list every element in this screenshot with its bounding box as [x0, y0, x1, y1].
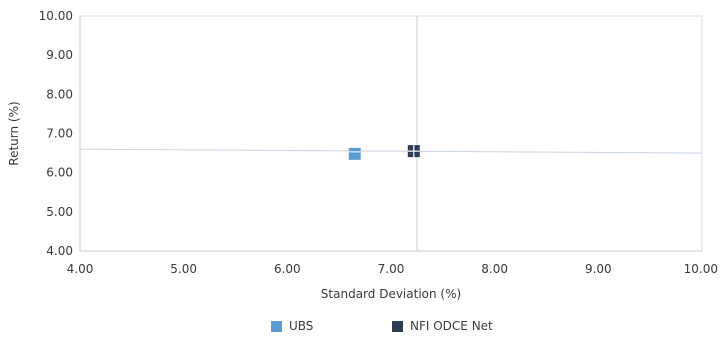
x-axis-ticks: 4.00 5.00 6.00 7.00 8.00 9.00 10.00 [67, 262, 718, 276]
x-tick-label: 10.00 [684, 262, 718, 276]
plot-area-frame [79, 15, 703, 252]
y-axis-title: Return (%) [7, 101, 21, 165]
x-axis-title: Standard Deviation (%) [321, 287, 461, 301]
horizontal-reference-line [79, 148, 703, 154]
y-tick-label: 10.00 [39, 9, 73, 23]
x-tick-label: 7.00 [378, 262, 405, 276]
x-tick-label: 9.00 [585, 262, 612, 276]
y-tick-label: 5.00 [46, 205, 73, 219]
y-tick-label: 8.00 [46, 87, 73, 101]
legend-swatch-ubs [271, 320, 282, 332]
x-tick-label: 6.00 [274, 262, 301, 276]
reference-lines [79, 16, 703, 251]
x-tick-label: 5.00 [170, 262, 197, 276]
data-points [348, 145, 420, 160]
data-point-ubs [348, 147, 361, 160]
legend: UBS NFI ODCE Net [0, 319, 722, 337]
y-tick-label: 7.00 [46, 127, 73, 141]
x-tick-label: 8.00 [481, 262, 508, 276]
y-tick-label: 6.00 [46, 166, 73, 180]
legend-label-nfi-odce-net: NFI ODCE Net [410, 319, 493, 333]
point-marker [348, 147, 361, 160]
y-tick-label: 9.00 [46, 48, 73, 62]
axes [79, 15, 703, 252]
legend-item-ubs[interactable]: UBS [271, 319, 313, 333]
y-tick-label: 4.00 [46, 244, 73, 258]
legend-item-nfi-odce-net[interactable]: NFI ODCE Net [392, 319, 493, 333]
legend-label-ubs: UBS [289, 319, 314, 333]
data-point-nfi-odce-net [407, 145, 420, 158]
x-tick-label: 4.00 [67, 262, 94, 276]
legend-swatch-nfi-odce-net [392, 320, 403, 332]
y-axis-ticks: 4.00 5.00 6.00 7.00 8.00 9.00 10.00 [39, 9, 73, 258]
